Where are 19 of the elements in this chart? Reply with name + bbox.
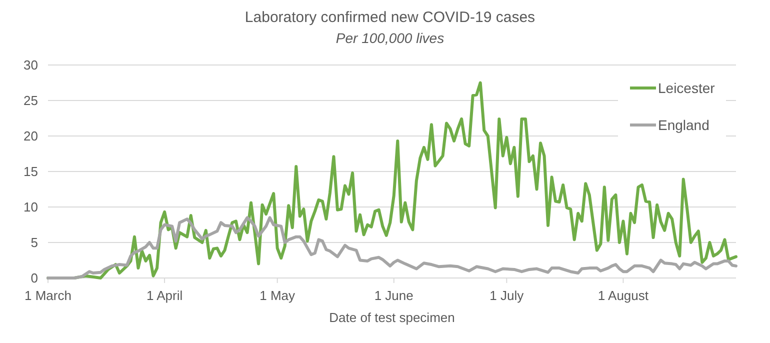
chart-subtitle: Per 100,000 lives — [336, 30, 444, 46]
x-tick-label: 1 April — [146, 288, 183, 303]
x-tick-label: 1 July — [490, 288, 524, 303]
y-tick-label: 25 — [24, 93, 38, 108]
chart-title: Laboratory confirmed new COVID-19 cases — [244, 9, 536, 26]
y-tick-label: 15 — [24, 164, 38, 179]
x-tick-label: 1 August — [598, 288, 649, 303]
y-tick-label: 10 — [24, 200, 38, 214]
y-tick-label: 5 — [30, 235, 38, 250]
x-axis-title: Date of test specimen — [329, 310, 455, 325]
x-tick-label: 1 May — [260, 288, 296, 303]
legend-label: England — [658, 117, 710, 133]
line-series — [46, 216, 738, 280]
y-tick-label: 0 — [30, 270, 38, 286]
legend-label: Leicester — [658, 80, 716, 96]
y-tick-label: 20 — [24, 128, 38, 144]
y-tick-label: 30 — [24, 58, 38, 72]
x-tick-label: 1 June — [374, 288, 414, 303]
x-tick-label: 1 March — [24, 288, 72, 303]
